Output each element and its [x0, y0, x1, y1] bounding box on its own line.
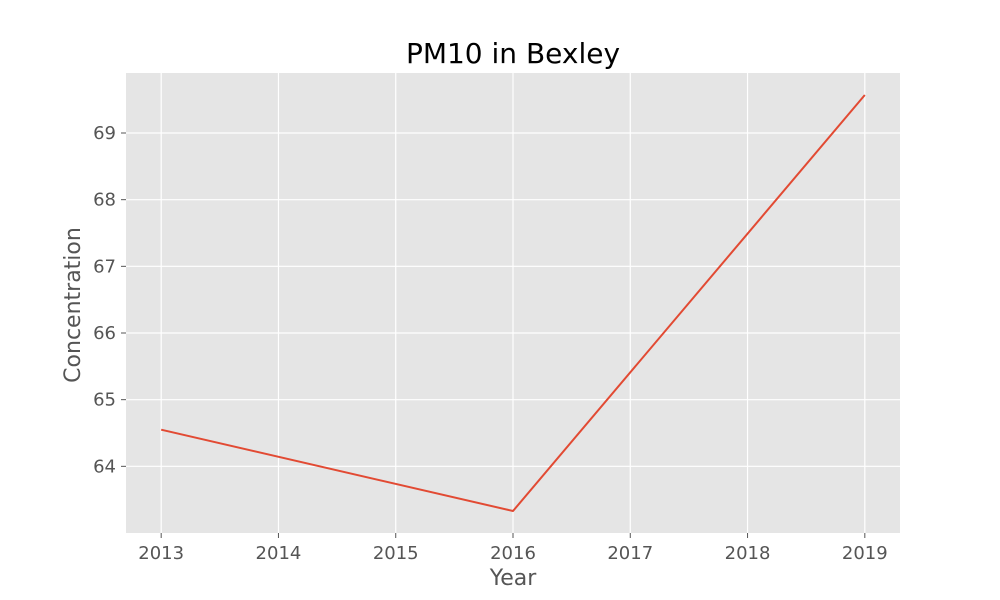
- y-tick-label: 69: [93, 123, 116, 144]
- y-tick-label: 66: [93, 323, 116, 344]
- chart-title: PM10 in Bexley: [406, 37, 620, 70]
- x-tick-label: 2017: [607, 543, 653, 564]
- series-line: [160, 94, 866, 512]
- y-axis-label: Concentration: [61, 227, 86, 383]
- x-tick-label: 2013: [138, 543, 184, 564]
- x-tick-label: 2015: [373, 543, 419, 564]
- x-tick-label: 2016: [490, 543, 536, 564]
- x-tick-label: 2018: [725, 543, 771, 564]
- x-tick-label: 2019: [842, 543, 888, 564]
- y-axis-ticks: 64 65 66 67 68 69: [93, 123, 126, 477]
- x-tick-label: 2014: [256, 543, 302, 564]
- x-axis-label: Year: [489, 566, 538, 591]
- y-tick-label: 65: [93, 390, 116, 411]
- grid: [126, 73, 900, 533]
- x-axis-ticks: 2013 2014 2015 2016 2017 2018 2019: [138, 533, 888, 564]
- y-tick-label: 68: [93, 190, 116, 211]
- y-tick-label: 64: [93, 456, 116, 477]
- series-layer: [160, 94, 866, 512]
- y-tick-label: 67: [93, 256, 116, 277]
